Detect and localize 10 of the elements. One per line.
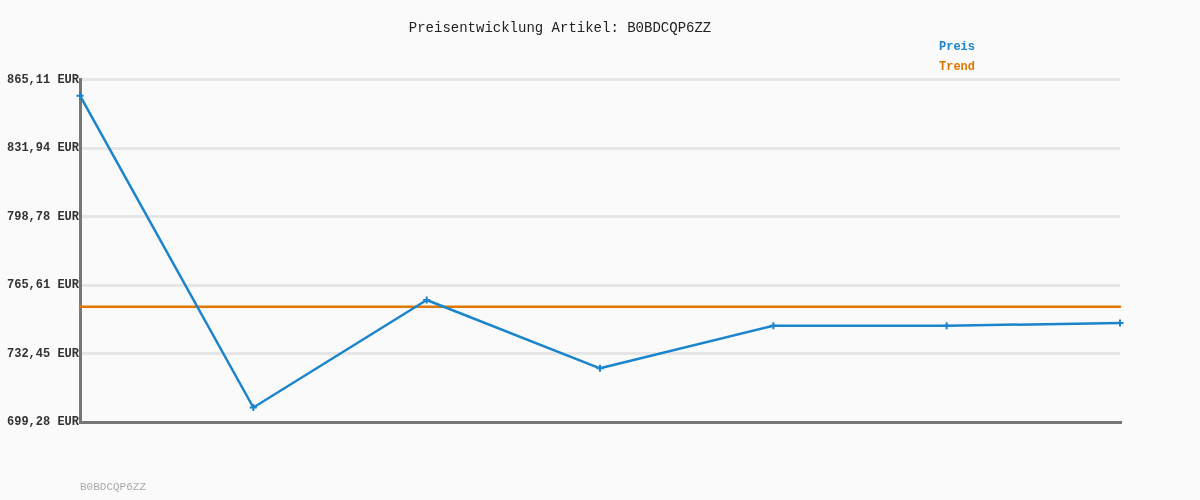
y-tick-label: 765,61 EUR xyxy=(6,278,80,293)
text: Trend xyxy=(939,59,976,74)
y-tick-label: 732,45 EUR xyxy=(6,346,80,361)
chart-title: Preisentwicklung Artikel: B0BDCQP6ZZ xyxy=(408,20,712,37)
text: Preis xyxy=(939,39,976,54)
y-tick-label: 831,94 EUR xyxy=(6,141,80,156)
y-tick-label: 699,28 EUR xyxy=(6,415,80,430)
y-tick-label: 798,78 EUR xyxy=(6,209,80,224)
y-tick-label: 865,11 EUR xyxy=(6,72,80,87)
text: B0BDCQP6ZZ xyxy=(80,480,147,493)
